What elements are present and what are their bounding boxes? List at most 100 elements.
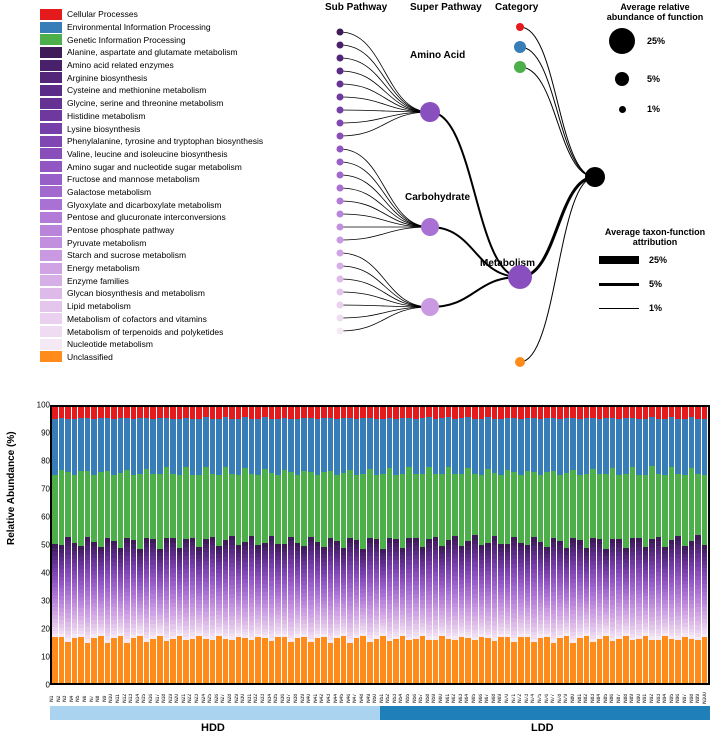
width-legend-title: Average taxon-functionattribution [595,227,715,247]
y-tick: 10 [28,653,50,662]
legend-label: Fructose and mannose metabolism [62,174,200,184]
legend-item: Lysine biosynthesis [40,122,330,135]
tree-edge [520,27,595,177]
legend-label: Cellular Processes [62,9,138,19]
tree-node [337,55,344,62]
pathway-tree: Sub Pathway Super Pathway Category Amino… [315,2,715,392]
legend-label: Valine, leucine and isoleucine biosynthe… [62,149,228,159]
bar-segment [702,637,708,683]
legend-item: Glycine, serine and threonine metabolism [40,97,330,110]
tree-node [337,263,344,270]
y-axis: 0102030405060708090100 [28,405,50,685]
legend-item: Galactose metabolism [40,186,330,199]
tree-node [337,250,344,257]
legend-item: Energy metabolism [40,262,330,275]
tree-node [337,172,344,179]
legend-label: Galactose metabolism [62,187,151,197]
tree-edge [340,266,430,307]
legend-label: Starch and sucrose metabolism [62,250,186,260]
tree-node [421,218,439,236]
size-legend-title: Average relativeabundance of function [595,2,715,22]
tree-node [337,276,344,283]
legend-item: Alanine, aspartate and glutamate metabol… [40,46,330,59]
legend-swatch [40,275,62,286]
legend-label: Glyoxylate and dicarboxylate metabolism [62,200,222,210]
tree-node [337,68,344,75]
legend-swatch [40,22,62,33]
y-tick: 0 [28,681,50,690]
legend-item: Phenylalanine, tyrosine and tryptophan b… [40,135,330,148]
legend-item: Environmental Information Processing [40,21,330,34]
tree-node [514,41,526,53]
legend-swatch [40,339,62,350]
legend-item: Genetic Information Processing [40,33,330,46]
legend-item: Fructose and mannose metabolism [40,173,330,186]
size-label: 5% [647,74,660,84]
tree-node [337,94,344,101]
legend-swatch [40,47,62,58]
legend-label: Metabolism of cofactors and vitamins [62,314,207,324]
tree-node [337,185,344,192]
legend-swatch [40,136,62,147]
legend-item: Nucleotide metabolism [40,338,330,351]
legend-label: Environmental Information Processing [62,22,211,32]
legend-label: Metabolism of terpenoids and polyketides [62,327,223,337]
tree-node [337,211,344,218]
legend-swatch [40,301,62,312]
legend-swatch [40,351,62,362]
size-label: 1% [647,104,660,114]
legend-item: Histidine metabolism [40,110,330,123]
legend-label: Glycine, serine and threonine metabolism [62,98,223,108]
legend-item: Pentose and glucuronate interconversions [40,211,330,224]
tree-node [337,146,344,153]
legend-label: Amino sugar and nucleotide sugar metabol… [62,162,242,172]
legend-item: Metabolism of terpenoids and polyketides [40,325,330,338]
tree-node [337,302,344,309]
legend-label: Glycan biosynthesis and metabolism [62,288,205,298]
legend-label: Genetic Information Processing [62,35,186,45]
legend-swatch [40,123,62,134]
legend-swatch [40,288,62,299]
tree-node [420,102,440,122]
tree-node [337,107,344,114]
width-label: 5% [649,279,662,289]
size-legend-row: 1% [607,104,660,114]
legend-swatch [40,148,62,159]
y-tick: 80 [28,457,50,466]
tree-node [337,224,344,231]
legend-swatch [40,250,62,261]
tree-node [516,23,524,31]
tree-edge [340,32,430,112]
tree-node [337,289,344,296]
tree-node [337,42,344,49]
legend-label: Pyruvate metabolism [62,238,146,248]
width-line [599,256,639,264]
color-legend: Cellular Processes Environmental Informat… [40,8,330,363]
tree-edge [340,227,430,240]
tree-edge [340,45,430,112]
bar-segment [702,419,708,475]
legend-swatch [40,174,62,185]
legend-label: Phenylalanine, tyrosine and tryptophan b… [62,136,263,146]
tree-node [337,237,344,244]
legend-item: Glycan biosynthesis and metabolism [40,287,330,300]
legend-label: Energy metabolism [62,263,140,273]
width-line [599,308,639,309]
tree-node [421,298,439,316]
size-bubble [609,28,635,54]
legend-item: Amino sugar and nucleotide sugar metabol… [40,160,330,173]
legend-swatch [40,199,62,210]
tree-edge [340,84,430,112]
legend-swatch [40,313,62,324]
tree-edge [340,112,430,123]
tree-node [337,133,344,140]
tree-edge [340,279,430,307]
y-axis-title: Relative Abundance (%) [6,431,17,545]
tree-node [514,61,526,73]
legend-item: Cysteine and methionine metabolism [40,84,330,97]
bar-segment [702,407,708,418]
legend-item: Cellular Processes [40,8,330,21]
width-label: 1% [649,303,662,313]
group-strip [50,706,380,720]
legend-item: Pentose phosphate pathway [40,224,330,237]
